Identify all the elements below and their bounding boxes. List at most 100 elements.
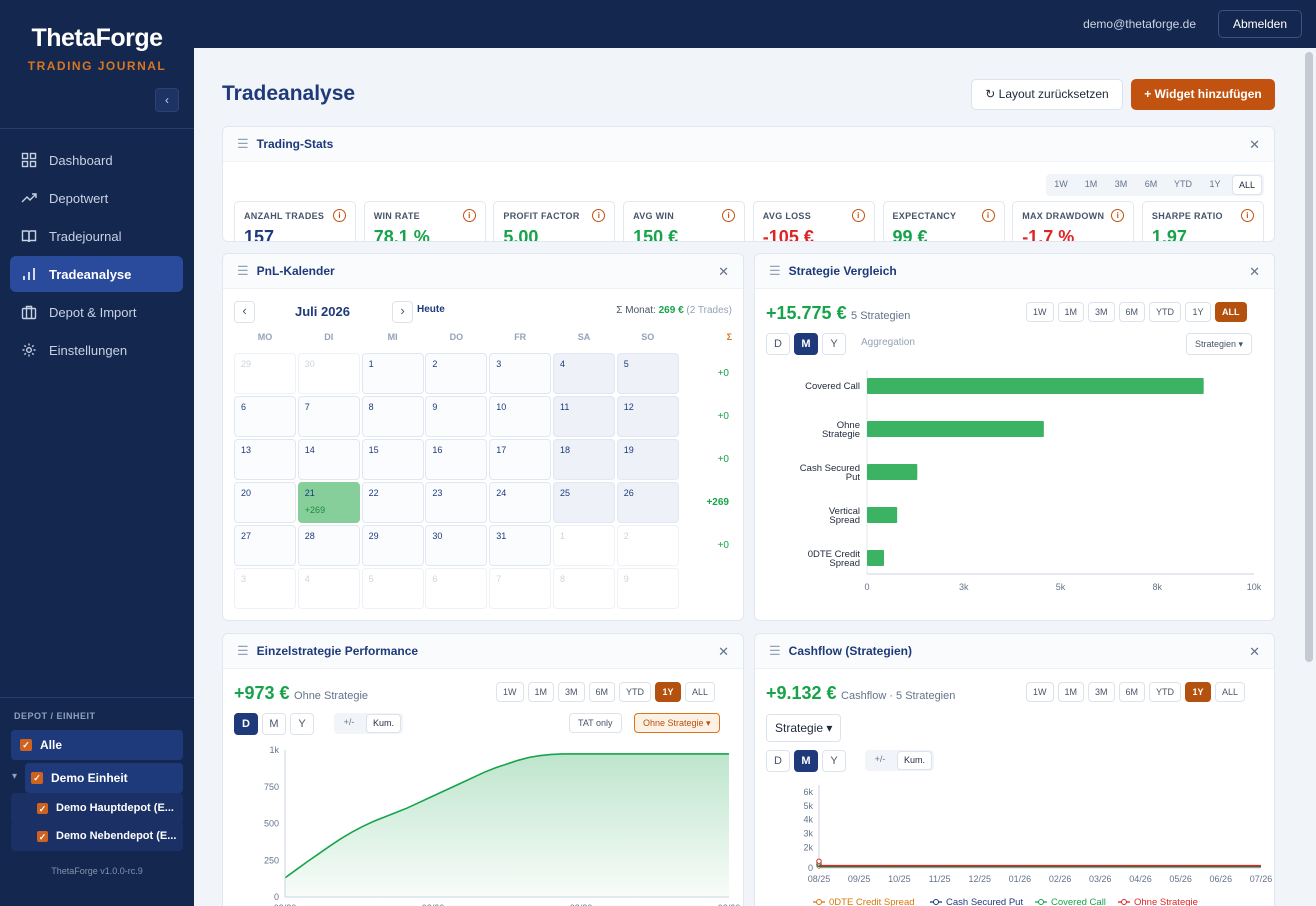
calendar-day[interactable]: 27: [234, 525, 296, 566]
info-icon[interactable]: i: [722, 209, 736, 222]
close-icon[interactable]: ✕: [1249, 644, 1260, 659]
group-select[interactable]: Strategie ▾: [766, 714, 842, 742]
info-icon[interactable]: i: [1111, 209, 1125, 222]
calendar-day[interactable]: 6: [234, 396, 296, 437]
segment-1y[interactable]: 1Y: [1185, 302, 1212, 322]
calendar-day[interactable]: 10: [489, 396, 552, 437]
widget-header[interactable]: ☰ Strategie Vergleich ✕: [755, 254, 1274, 289]
calendar-day[interactable]: 19: [616, 439, 679, 480]
checkbox-checked-icon[interactable]: ✓: [31, 772, 43, 784]
calendar-day[interactable]: 11: [553, 396, 615, 437]
strategy-select[interactable]: Ohne Strategie ▾: [634, 713, 720, 733]
calendar-day[interactable]: 26: [616, 482, 679, 523]
widget-header[interactable]: ☰ PnL-Kalender ✕: [223, 254, 743, 289]
calendar-day[interactable]: 21 +269: [297, 482, 360, 523]
depot-item-alle[interactable]: ✓ Alle: [11, 730, 183, 760]
expand-caret-icon[interactable]: ▾: [12, 771, 18, 782]
widget-header[interactable]: ☰ Trading-Stats ✕: [223, 127, 1274, 162]
depot-item-nebendepot[interactable]: ✓ Demo Nebendepot (E...: [11, 821, 183, 851]
calendar-day[interactable]: 18: [553, 439, 615, 480]
drag-handle-icon[interactable]: ☰: [237, 263, 249, 278]
segment--[interactable]: +/-: [874, 754, 886, 764]
nav-item-einstellungen[interactable]: Einstellungen: [10, 332, 183, 368]
segment-m[interactable]: M: [262, 713, 286, 735]
segment-6m[interactable]: 6M: [1144, 179, 1158, 189]
nav-item-dashboard[interactable]: Dashboard: [10, 142, 183, 178]
info-icon[interactable]: i: [851, 209, 865, 222]
segment-ytd[interactable]: YTD: [1149, 682, 1182, 702]
info-icon[interactable]: i: [592, 209, 606, 222]
segment-d[interactable]: D: [234, 713, 258, 735]
drag-handle-icon[interactable]: ☰: [769, 263, 781, 278]
segment-d[interactable]: D: [766, 333, 790, 355]
segment-1w[interactable]: 1W: [1026, 682, 1054, 702]
calendar-day[interactable]: 6: [425, 568, 488, 609]
info-icon[interactable]: i: [333, 209, 346, 222]
next-month-button[interactable]: ›: [392, 301, 413, 323]
drag-handle-icon[interactable]: ☰: [237, 643, 249, 658]
segment-6m[interactable]: 6M: [1118, 682, 1146, 702]
today-button[interactable]: Heute: [417, 304, 445, 315]
calendar-day[interactable]: 8: [361, 396, 424, 437]
segment-3m[interactable]: 3M: [558, 682, 585, 702]
calendar-day[interactable]: 25: [553, 482, 615, 523]
segment-1y[interactable]: 1Y: [1185, 682, 1212, 702]
segment-3m[interactable]: 3M: [1114, 179, 1128, 189]
widget-header[interactable]: ☰ Cashflow (Strategien) ✕: [755, 634, 1274, 669]
checkbox-checked-icon[interactable]: ✓: [37, 802, 48, 814]
calendar-day[interactable]: 7: [297, 396, 360, 437]
segment-3m[interactable]: 3M: [1088, 682, 1115, 702]
calendar-day[interactable]: 13: [234, 439, 296, 480]
depot-item-demo-einheit[interactable]: ✓ Demo Einheit: [25, 763, 183, 793]
calendar-day[interactable]: 22: [361, 482, 424, 523]
calendar-day[interactable]: 23: [425, 482, 488, 523]
calendar-day[interactable]: 3: [234, 568, 296, 609]
segment-6m[interactable]: 6M: [588, 682, 616, 702]
calendar-day[interactable]: 29: [361, 525, 424, 566]
segment-6m[interactable]: 6M: [1118, 302, 1146, 322]
segment-3m[interactable]: 3M: [1088, 302, 1115, 322]
prev-month-button[interactable]: ‹: [234, 301, 255, 323]
segment-m[interactable]: M: [794, 333, 818, 355]
strategies-dropdown[interactable]: Strategien ▾: [1186, 333, 1253, 355]
calendar-day[interactable]: 30: [425, 525, 488, 566]
calendar-day[interactable]: 28: [297, 525, 360, 566]
segment-1m[interactable]: 1M: [1057, 302, 1085, 322]
close-icon[interactable]: ✕: [718, 644, 729, 659]
calendar-day[interactable]: 15: [361, 439, 424, 480]
calendar-day[interactable]: 7: [489, 568, 552, 609]
calendar-day[interactable]: 24: [489, 482, 552, 523]
segment-all[interactable]: ALL: [685, 682, 716, 702]
calendar-day[interactable]: 16: [425, 439, 488, 480]
segment-1m[interactable]: 1M: [1057, 682, 1085, 702]
segment-y[interactable]: Y: [822, 750, 846, 772]
calendar-day[interactable]: 2: [616, 525, 679, 566]
segment-kum-[interactable]: Kum.: [897, 751, 933, 770]
checkbox-checked-icon[interactable]: ✓: [20, 739, 32, 751]
nav-item-tradeanalyse[interactable]: Tradeanalyse: [10, 256, 183, 292]
segment-1m[interactable]: 1M: [1084, 179, 1098, 189]
calendar-day[interactable]: 2: [425, 353, 488, 394]
calendar-day[interactable]: 20: [234, 482, 296, 523]
logout-button[interactable]: Abmelden: [1217, 10, 1302, 38]
calendar-day[interactable]: 9: [616, 568, 679, 609]
segment-all[interactable]: ALL: [1215, 682, 1246, 702]
calendar-day[interactable]: 1: [553, 525, 615, 566]
calendar-day[interactable]: 17: [489, 439, 552, 480]
calendar-day[interactable]: 5: [361, 568, 424, 609]
reset-layout-button[interactable]: ↻ Layout zurücksetzen: [971, 79, 1123, 110]
nav-item-tradejournal[interactable]: Tradejournal: [10, 218, 183, 254]
depot-item-hauptdepot[interactable]: ✓ Demo Hauptdepot (E...: [11, 793, 183, 823]
calendar-day[interactable]: 4: [297, 568, 360, 609]
close-icon[interactable]: ✕: [718, 264, 729, 279]
segment-all[interactable]: ALL: [1232, 175, 1263, 195]
calendar-day[interactable]: 31: [489, 525, 552, 566]
segment-kum-[interactable]: Kum.: [366, 714, 402, 733]
nav-item-depotwert[interactable]: Depotwert: [10, 180, 183, 216]
info-icon[interactable]: i: [462, 209, 476, 222]
page-scrollbar[interactable]: [1305, 52, 1313, 662]
collapse-sidebar-button[interactable]: ‹: [155, 88, 179, 112]
checkbox-checked-icon[interactable]: ✓: [37, 830, 48, 842]
add-widget-button[interactable]: + Widget hinzufügen: [1131, 79, 1275, 110]
info-icon[interactable]: i: [981, 209, 995, 222]
